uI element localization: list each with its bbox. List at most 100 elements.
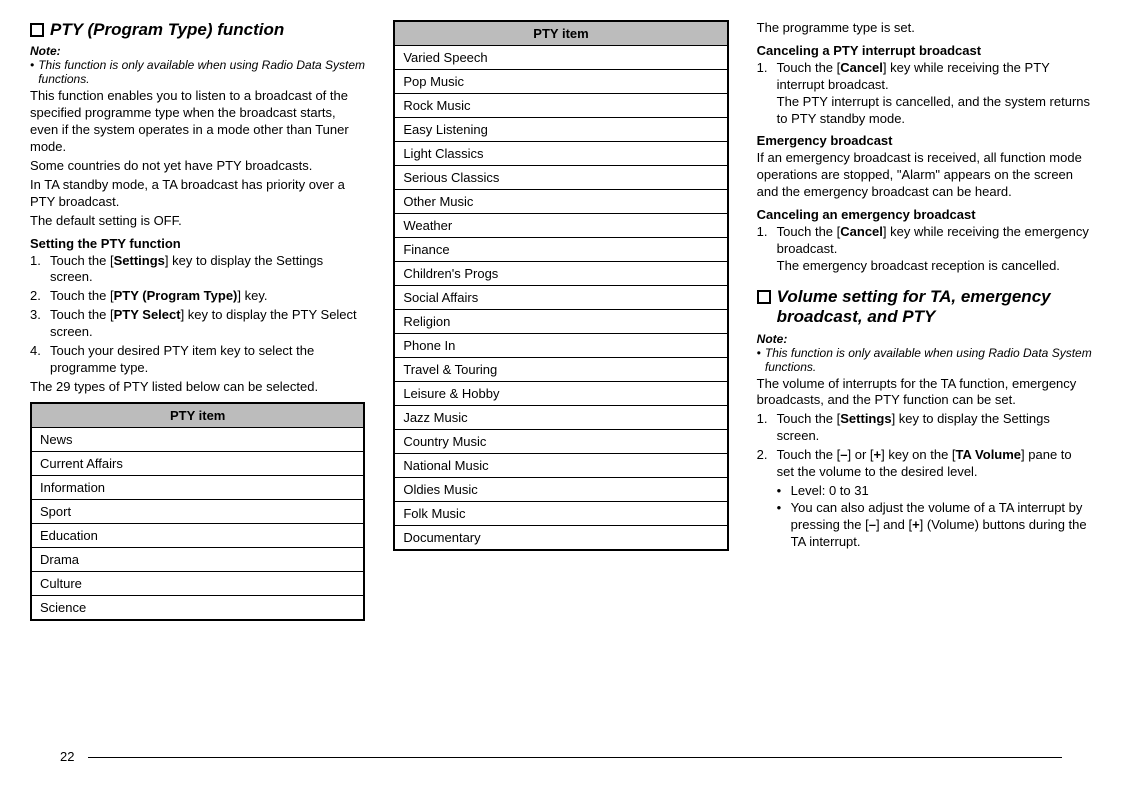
table-cell: Culture bbox=[31, 571, 364, 595]
table-row: Country Music bbox=[394, 430, 727, 454]
table-cell: Rock Music bbox=[394, 94, 727, 118]
subheading: Setting the PTY function bbox=[30, 236, 365, 251]
step-number: 1. bbox=[30, 253, 50, 287]
table-cell: Documentary bbox=[394, 526, 727, 551]
table-cell: Drama bbox=[31, 547, 364, 571]
note-label: Note: bbox=[757, 332, 1092, 346]
bullet-icon: • bbox=[757, 346, 761, 374]
table-cell: Light Classics bbox=[394, 142, 727, 166]
section-header-volume: Volume setting for TA, emergency broadca… bbox=[757, 287, 1092, 328]
table-row: Weather bbox=[394, 214, 727, 238]
list-item: 1.Touch the [Cancel] key while receiving… bbox=[757, 60, 1092, 128]
steps-list: 1.Touch the [Settings] key to display th… bbox=[30, 253, 365, 377]
table-cell: Children's Progs bbox=[394, 262, 727, 286]
table-row: Light Classics bbox=[394, 142, 727, 166]
step-text: Touch the [Settings] key to display the … bbox=[777, 411, 1092, 445]
table-cell: Varied Speech bbox=[394, 46, 727, 70]
note-text: • This function is only available when u… bbox=[30, 58, 365, 86]
intro-text: The default setting is OFF. bbox=[30, 213, 365, 230]
table-row: News bbox=[31, 427, 364, 451]
table-cell: News bbox=[31, 427, 364, 451]
list-item: 4.Touch your desired PTY item key to sel… bbox=[30, 343, 365, 377]
table-row: Culture bbox=[31, 571, 364, 595]
table-cell: Jazz Music bbox=[394, 406, 727, 430]
table-cell: Social Affairs bbox=[394, 286, 727, 310]
steps-list: 1.Touch the [Settings] key to display th… bbox=[757, 411, 1092, 481]
steps-list: 1.Touch the [Cancel] key while receiving… bbox=[757, 224, 1092, 275]
intro-text: This function enables you to listen to a… bbox=[30, 88, 365, 156]
section-box-icon bbox=[757, 290, 771, 304]
note-label: Note: bbox=[30, 44, 365, 58]
table-row: Travel & Touring bbox=[394, 358, 727, 382]
page-number: 22 bbox=[60, 749, 74, 764]
step-text: Touch the [PTY (Program Type)] key. bbox=[50, 288, 268, 305]
table-row: Rock Music bbox=[394, 94, 727, 118]
table-cell: Easy Listening bbox=[394, 118, 727, 142]
table-cell: Science bbox=[31, 595, 364, 620]
table-cell: Country Music bbox=[394, 430, 727, 454]
list-item: 2.Touch the [PTY (Program Type)] key. bbox=[30, 288, 365, 305]
list-item: 2.Touch the [–] or [+] key on the [TA Vo… bbox=[757, 447, 1092, 481]
table-header: PTY item bbox=[394, 21, 727, 46]
sub-bullet: •Level: 0 to 31 bbox=[777, 483, 1092, 500]
step-number: 2. bbox=[30, 288, 50, 305]
table-cell: National Music bbox=[394, 454, 727, 478]
footer-divider bbox=[88, 757, 1062, 758]
table-row: Leisure & Hobby bbox=[394, 382, 727, 406]
body-text: The volume of interrupts for the TA func… bbox=[757, 376, 1092, 410]
step-text: Touch the [Cancel] key while receiving t… bbox=[777, 224, 1092, 275]
step-number: 1. bbox=[757, 60, 777, 128]
table-header: PTY item bbox=[31, 403, 364, 428]
pty-table-1: PTY item NewsCurrent AffairsInformationS… bbox=[30, 402, 365, 621]
table-cell: Finance bbox=[394, 238, 727, 262]
step-text: Touch the [Cancel] key while receiving t… bbox=[777, 60, 1092, 128]
step-number: 3. bbox=[30, 307, 50, 341]
table-cell: Oldies Music bbox=[394, 478, 727, 502]
table-row: Other Music bbox=[394, 190, 727, 214]
table-row: National Music bbox=[394, 454, 727, 478]
bullet-text: You can also adjust the volume of a TA i… bbox=[791, 500, 1092, 551]
table-row: Varied Speech bbox=[394, 46, 727, 70]
table-cell: Religion bbox=[394, 310, 727, 334]
bullet-icon: • bbox=[777, 483, 791, 500]
table-cell: Information bbox=[31, 475, 364, 499]
table-row: Drama bbox=[31, 547, 364, 571]
section-header-pty: PTY (Program Type) function bbox=[30, 20, 365, 40]
column-2: PTY item Varied SpeechPop MusicRock Musi… bbox=[393, 20, 728, 621]
step-text: Touch your desired PTY item key to selec… bbox=[50, 343, 365, 377]
note-text: • This function is only available when u… bbox=[757, 346, 1092, 374]
table-row: Serious Classics bbox=[394, 166, 727, 190]
table-row: Jazz Music bbox=[394, 406, 727, 430]
note-body: This function is only available when usi… bbox=[38, 58, 365, 86]
pty-table-2: PTY item Varied SpeechPop MusicRock Musi… bbox=[393, 20, 728, 551]
result-text: The programme type is set. bbox=[757, 20, 1092, 37]
table-row: Information bbox=[31, 475, 364, 499]
bullet-text: Level: 0 to 31 bbox=[791, 483, 869, 500]
table-row: Finance bbox=[394, 238, 727, 262]
table-cell: Other Music bbox=[394, 190, 727, 214]
column-3: The programme type is set. Canceling a P… bbox=[757, 20, 1092, 621]
table-cell: Weather bbox=[394, 214, 727, 238]
table-row: Phone In bbox=[394, 334, 727, 358]
table-row: Easy Listening bbox=[394, 118, 727, 142]
table-cell: Sport bbox=[31, 499, 364, 523]
table-cell: Travel & Touring bbox=[394, 358, 727, 382]
subheading: Canceling an emergency broadcast bbox=[757, 207, 1092, 222]
section-box-icon bbox=[30, 23, 44, 37]
table-cell: Current Affairs bbox=[31, 451, 364, 475]
table-row: Current Affairs bbox=[31, 451, 364, 475]
step-text: Touch the [PTY Select] key to display th… bbox=[50, 307, 365, 341]
sub-bullet: •You can also adjust the volume of a TA … bbox=[777, 500, 1092, 551]
table-row: Documentary bbox=[394, 526, 727, 551]
bullet-icon: • bbox=[30, 58, 34, 86]
table-row: Religion bbox=[394, 310, 727, 334]
table-row: Education bbox=[31, 523, 364, 547]
step-text: Touch the [Settings] key to display the … bbox=[50, 253, 365, 287]
table-row: Social Affairs bbox=[394, 286, 727, 310]
table-row: Pop Music bbox=[394, 70, 727, 94]
body-text: If an emergency broadcast is received, a… bbox=[757, 150, 1092, 201]
table-row: Folk Music bbox=[394, 502, 727, 526]
bullet-icon: • bbox=[777, 500, 791, 551]
subheading: Emergency broadcast bbox=[757, 133, 1092, 148]
note-body: This function is only available when usi… bbox=[765, 346, 1092, 374]
